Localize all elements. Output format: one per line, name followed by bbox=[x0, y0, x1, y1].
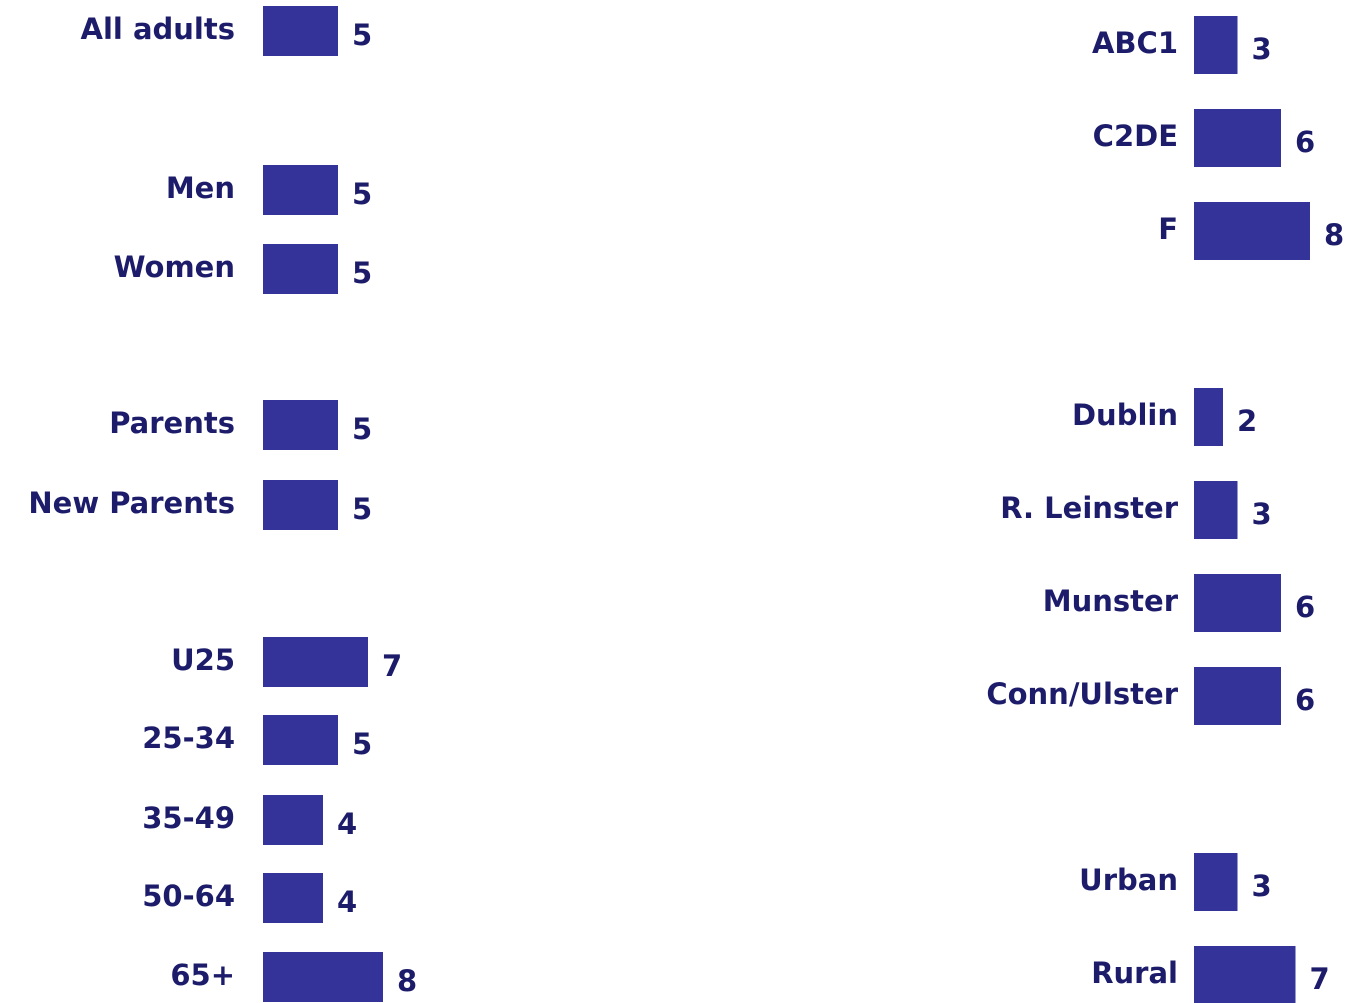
bar bbox=[1194, 388, 1223, 446]
value-label: 5 bbox=[352, 18, 372, 52]
category-label: 35-49 bbox=[142, 801, 235, 835]
category-label: Women bbox=[114, 250, 235, 284]
bar bbox=[263, 400, 338, 450]
bar bbox=[1194, 946, 1296, 1003]
value-label: 8 bbox=[397, 964, 417, 998]
value-label: 7 bbox=[1310, 962, 1330, 996]
category-label: 50-64 bbox=[142, 879, 235, 913]
bar bbox=[263, 480, 338, 530]
value-label: 4 bbox=[337, 807, 357, 841]
value-label: 3 bbox=[1252, 32, 1272, 66]
bar bbox=[263, 244, 338, 294]
category-label: Munster bbox=[1043, 584, 1179, 618]
bar bbox=[263, 952, 383, 1002]
category-label: U25 bbox=[171, 643, 235, 677]
category-label: Dublin bbox=[1072, 398, 1178, 432]
category-label: R. Leinster bbox=[1000, 491, 1179, 525]
value-label: 5 bbox=[352, 492, 372, 526]
category-label: Parents bbox=[109, 406, 235, 440]
value-label: 4 bbox=[337, 885, 357, 919]
category-label: ABC1 bbox=[1092, 26, 1178, 60]
category-label: C2DE bbox=[1093, 119, 1178, 153]
bar bbox=[1194, 109, 1281, 167]
category-label: 65+ bbox=[170, 958, 235, 992]
value-label: 8 bbox=[1324, 218, 1344, 252]
category-label: F bbox=[1158, 212, 1178, 246]
bar bbox=[263, 637, 368, 687]
bar bbox=[263, 6, 338, 56]
bar bbox=[1194, 574, 1281, 632]
value-label: 5 bbox=[352, 256, 372, 290]
value-label: 3 bbox=[1252, 497, 1272, 531]
bar bbox=[1194, 16, 1238, 74]
value-label: 3 bbox=[1252, 869, 1272, 903]
bar bbox=[1194, 667, 1281, 725]
bar bbox=[1194, 202, 1310, 260]
value-label: 5 bbox=[352, 412, 372, 446]
category-label: Urban bbox=[1079, 863, 1178, 897]
bar bbox=[263, 165, 338, 215]
bar bbox=[1194, 853, 1238, 911]
value-label: 6 bbox=[1295, 590, 1315, 624]
value-label: 2 bbox=[1237, 404, 1257, 438]
bar bbox=[263, 715, 338, 765]
value-label: 5 bbox=[352, 177, 372, 211]
category-label: Men bbox=[166, 171, 235, 205]
bar bbox=[263, 795, 323, 845]
bar bbox=[1194, 481, 1238, 539]
value-label: 7 bbox=[382, 649, 402, 683]
value-label: 6 bbox=[1295, 683, 1315, 717]
category-label: Conn/Ulster bbox=[986, 677, 1178, 711]
category-label: 25-34 bbox=[142, 721, 235, 755]
category-label: New Parents bbox=[28, 486, 235, 520]
value-label: 5 bbox=[352, 727, 372, 761]
category-label: All adults bbox=[81, 12, 235, 46]
category-label: Rural bbox=[1091, 956, 1178, 990]
bar bbox=[263, 873, 323, 923]
value-label: 6 bbox=[1295, 125, 1315, 159]
